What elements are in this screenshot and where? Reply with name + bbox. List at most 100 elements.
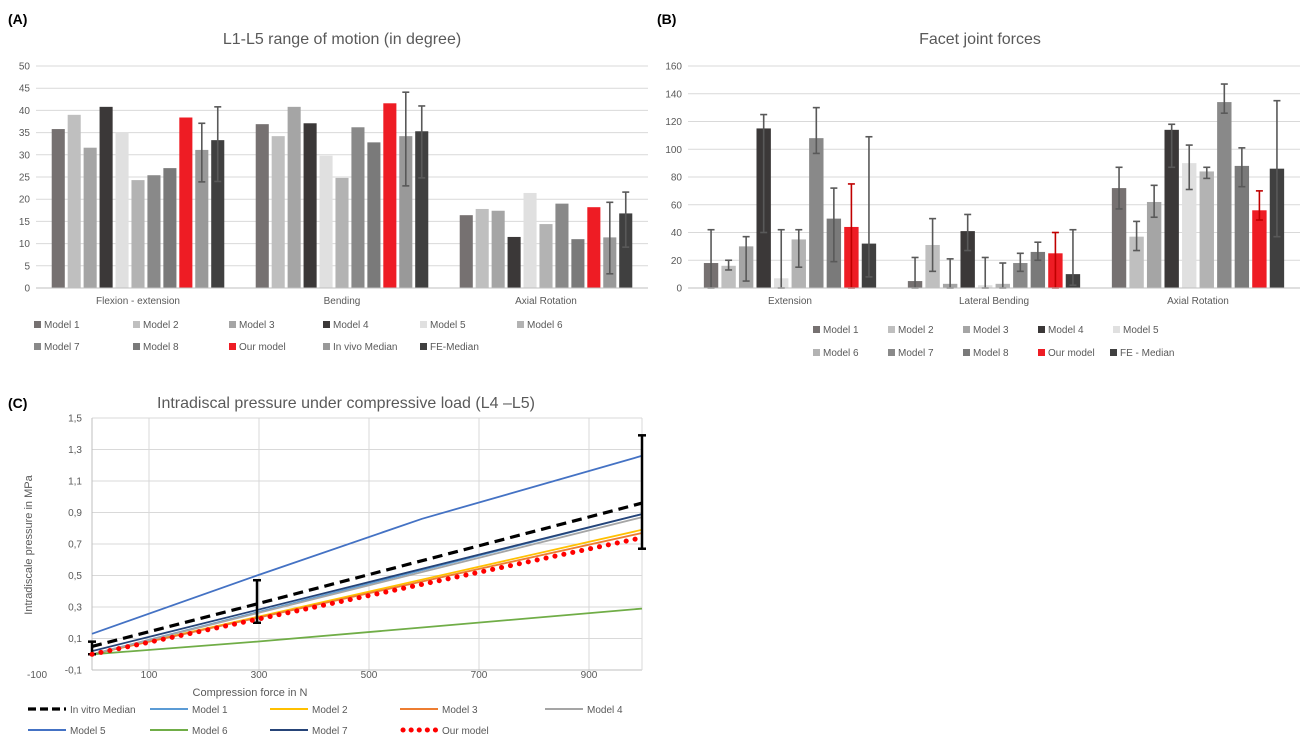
panel-b-legend-model-1: Model 1 [813,325,859,336]
panel-a-legend-model-7: Model 7 [34,342,80,353]
panel-b-ytick-label: 100 [665,145,682,156]
panel-b-errorbar-model-4-extension [760,113,768,234]
panel-a-bar-model-1-flexion-extension [51,129,65,288]
panel-a-bar-model-7-flexion-extension [147,175,161,288]
svg-text:Model 6: Model 6 [527,320,563,331]
panel-b-legend-fe-median: FE - Median [1110,348,1174,359]
panel-b-errorbar-model-8-extension [830,187,838,263]
panel-b-ytick-label: 20 [671,256,683,267]
panel-c-ytick-label: 0,5 [68,571,82,582]
panel-a-bar-model-8-axial-rotation [571,239,585,288]
panel-b-errorbar-fe-median-lateral-bending [1069,228,1077,287]
panel-c-legend-model-5: Model 5 [28,726,106,737]
panel-c-xtick-label: 300 [251,670,268,681]
panel-b-legend-our-model: Our model [1038,348,1095,359]
panel-b-errorbar-fe-median-extension [865,135,873,278]
svg-text:Model 3: Model 3 [973,325,1009,336]
svg-text:Model 4: Model 4 [587,705,623,716]
svg-text:Model 3: Model 3 [239,320,275,331]
panel-b-bar-model-4-lateral-bending [960,231,975,288]
panel-b-errorbar-our-model-axial-rotation [1255,190,1263,221]
panel-a-legend-model-3: Model 3 [229,320,275,331]
panel-a-errorbar-fe-median-flexion-extension [214,106,222,183]
panel-c-legend-model-2: Model 2 [270,705,348,716]
panel-a-xtick-label: Flexion - extension [96,296,180,307]
panel-c-title: Intradiscal pressure under compressive l… [157,395,535,412]
panel-b-ytick-label: 140 [665,89,682,100]
panel-a-errorbar-fe-median-bending [418,105,426,179]
panel-a-bar-model-4-flexion-extension [99,106,113,289]
svg-text:In vitro Median: In vitro Median [70,705,136,716]
panel-b-bar-model-8-lateral-bending [1030,251,1046,288]
panel-b-label: (B) [657,11,676,27]
panel-a-title: L1-L5 range of motion (in degree) [223,31,461,48]
panel-a-bar-our-model-bending [383,103,397,289]
panel-c-ytick-label: -0,1 [65,666,83,677]
svg-text:Model 3: Model 3 [442,705,478,716]
panel-b-errorbar-model-6-extension [795,228,803,268]
panel-b-bar-model-7-axial-rotation [1217,102,1232,288]
panel-a-bar-fe-median-axial-rotation [619,213,633,288]
panel-c-xtick-label: -100 [27,670,47,681]
panel-b-errorbar-model-4-axial-rotation [1168,123,1176,169]
svg-text:Model 4: Model 4 [333,320,369,331]
panel-a-ytick-label: 15 [19,217,31,228]
panel-b-errorbar-model-3-lateral-bending [946,258,954,289]
panel-b-bar-model-2-extension [721,265,736,288]
svg-text:Model 1: Model 1 [44,320,80,331]
svg-text:Model 1: Model 1 [192,705,228,716]
panel-a-bar-model-7-axial-rotation [555,203,569,288]
panel-a-label: (A) [8,11,27,27]
panel-a-legend-model-5: Model 5 [420,320,466,331]
panel-b-ytick-label: 0 [676,284,682,295]
panel-a: (A) L1-L5 range of motion (in degree) 0 5… [8,11,648,353]
panel-c-legend-model-3: Model 3 [400,705,478,716]
panel-a-legend-our-model: Our model [229,342,286,353]
panel-b-errorbar-model-7-lateral-bending [1016,252,1024,273]
panel-c-legend-model-7: Model 7 [270,726,348,737]
panel-b-legend-model-8: Model 8 [963,348,1009,359]
panel-b-bar-our-model-axial-rotation [1252,210,1267,288]
panel-b-ytick-label: 80 [671,173,683,184]
panel-c-line-model-4 [91,516,643,656]
panel-b-bar-model-5-axial-rotation [1182,163,1197,288]
panel-a-ytick-label: 0 [24,284,30,295]
panel-b-errorbar-model-5-lateral-bending [981,256,989,289]
panel-c-xtick-label: 700 [471,670,488,681]
panel-c-ytick-label: 0,1 [68,634,82,645]
svg-text:Model 5: Model 5 [70,726,106,737]
panel-a-ytick-label: 40 [19,106,31,117]
panel-c-legend-model-1: Model 1 [150,705,228,716]
svg-text:Our model: Our model [1048,348,1095,359]
svg-text:Model 4: Model 4 [1048,325,1084,336]
panel-a-legend-fe-median: FE-Median [420,342,479,353]
svg-text:In vivo Median: In vivo Median [333,342,397,353]
panel-c-ytick-label: 0,9 [68,508,82,519]
svg-text:Model 7: Model 7 [44,342,80,353]
panel-b-xtick-label: Lateral Bending [959,296,1029,307]
panel-a-errorbar-in-vivo-median-bending [402,91,410,187]
panel-b-bar-model-6-axial-rotation [1199,171,1214,288]
panel-b-errorbar-model-5-axial-rotation [1185,144,1193,191]
svg-text:Model 6: Model 6 [823,348,859,359]
panel-c: (C) Intradiscal pressure under compressi… [8,395,646,737]
panel-b: (B) Facet joint forces 0 20 40 60 80 100 120 14… [657,11,1300,359]
panel-a-errorbar-in-vivo-median-flexion-extension [198,122,206,183]
panel-a-bar-model-3-flexion-extension [83,147,97,288]
svg-text:Model 7: Model 7 [898,348,934,359]
svg-text:Model 2: Model 2 [143,320,179,331]
panel-a-bar-in-vivo-median-bending [399,136,413,288]
panel-c-errorbar-in-vitro-median [638,434,646,550]
panel-b-errorbar-model-7-extension [812,106,820,155]
svg-text:Model 2: Model 2 [312,705,348,716]
panel-c-xlabel: Compression force in N [193,687,308,699]
panel-b-bar-model-7-extension [809,138,824,288]
svg-text:Model 5: Model 5 [1123,325,1159,336]
panel-b-bar-model-3-axial-rotation [1146,201,1162,288]
svg-text:Model 2: Model 2 [898,325,934,336]
panel-a-xtick-label: Bending [324,296,361,307]
panel-b-errorbar-model-6-axial-rotation [1203,166,1211,180]
panel-a-bar-model-8-bending [367,142,381,288]
panel-a-bar-model-4-axial-rotation [507,236,521,288]
